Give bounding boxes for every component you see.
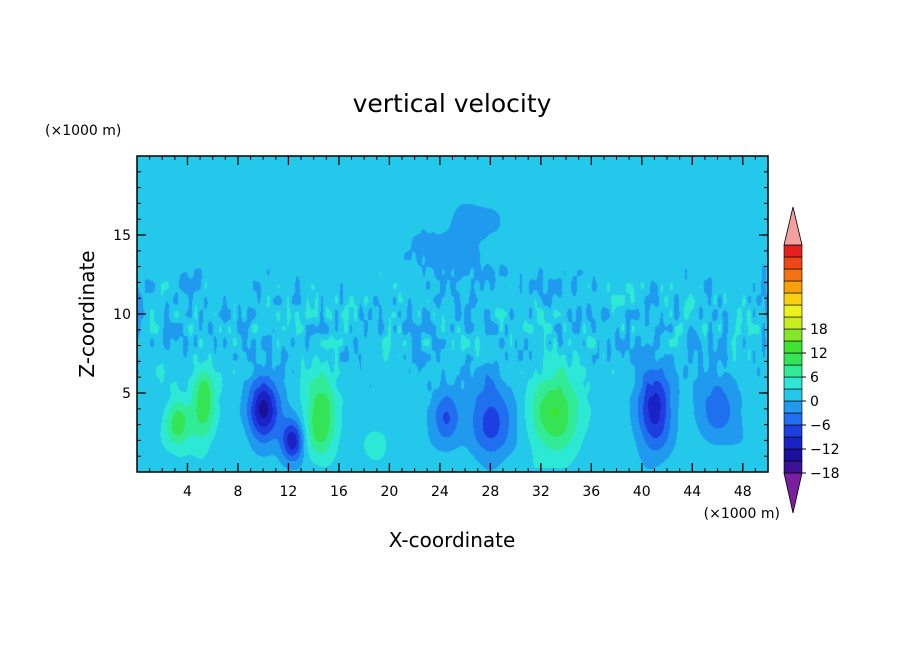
y-tick-label: 5 bbox=[122, 386, 131, 402]
colorbar-tick-label: −18 bbox=[810, 466, 840, 482]
colorbar-bin bbox=[783, 424, 803, 438]
y-tick-label: 10 bbox=[113, 307, 131, 323]
colorbar-tick-label: −6 bbox=[810, 418, 831, 434]
colorbar-bin bbox=[783, 244, 803, 258]
y-axis-units: (×1000 m) bbox=[45, 123, 121, 139]
colorbar-bin bbox=[783, 364, 803, 378]
y-axis-ticks: 5 10 15 bbox=[113, 171, 768, 457]
colorbar-bin bbox=[783, 328, 803, 342]
colorbar-bin bbox=[783, 412, 803, 426]
colorbar-bin bbox=[783, 268, 803, 282]
colorbar-extend-max bbox=[783, 206, 803, 246]
colorbar-bin bbox=[783, 304, 803, 318]
heatmap-image bbox=[137, 156, 768, 472]
colorbar-tick-label: −12 bbox=[810, 442, 840, 458]
colorbar-tick-label: 12 bbox=[810, 346, 828, 362]
y-tick-label: 15 bbox=[113, 228, 131, 244]
colorbar: 18 12 6 0 −6 −12 −18 bbox=[783, 206, 840, 514]
colorbar-bin bbox=[783, 400, 803, 414]
x-tick-label: 28 bbox=[481, 484, 499, 500]
x-tick-label: 36 bbox=[582, 484, 600, 500]
chart-title: vertical velocity bbox=[353, 89, 552, 118]
x-axis-label: X-coordinate bbox=[389, 528, 516, 552]
x-tick-label: 44 bbox=[683, 484, 701, 500]
colorbar-tick-label: 18 bbox=[810, 322, 828, 338]
x-tick-label: 40 bbox=[633, 484, 651, 500]
x-axis-ticks: 4 8 12 16 20 24 28 32 36 40 44 48 bbox=[149, 156, 756, 500]
x-tick-label: 48 bbox=[734, 484, 752, 500]
y-axis-label: Z-coordinate bbox=[75, 250, 99, 377]
x-tick-label: 20 bbox=[380, 484, 398, 500]
colorbar-tick-label: 6 bbox=[810, 370, 819, 386]
x-tick-label: 32 bbox=[532, 484, 550, 500]
x-tick-label: 16 bbox=[330, 484, 348, 500]
x-tick-label: 24 bbox=[431, 484, 449, 500]
colorbar-bin bbox=[783, 448, 803, 462]
x-tick-label: 12 bbox=[280, 484, 298, 500]
colorbar-bin bbox=[783, 352, 803, 366]
x-tick-label: 4 bbox=[183, 484, 192, 500]
colorbar-bin bbox=[783, 376, 803, 390]
colorbar-extend-min bbox=[783, 472, 803, 514]
colorbar-bin bbox=[783, 340, 803, 354]
colorbar-bin bbox=[783, 256, 803, 270]
x-axis-units: (×1000 m) bbox=[704, 506, 780, 522]
colorbar-bin bbox=[783, 280, 803, 294]
colorbar-bin bbox=[783, 436, 803, 450]
colorbar-bin bbox=[783, 460, 803, 474]
colorbar-bin bbox=[783, 292, 803, 306]
heatmap-plot bbox=[136, 155, 769, 473]
colorbar-bin bbox=[783, 316, 803, 330]
colorbar-bin bbox=[783, 388, 803, 402]
colorbar-tick-label: 0 bbox=[810, 394, 819, 410]
x-tick-label: 8 bbox=[233, 484, 242, 500]
